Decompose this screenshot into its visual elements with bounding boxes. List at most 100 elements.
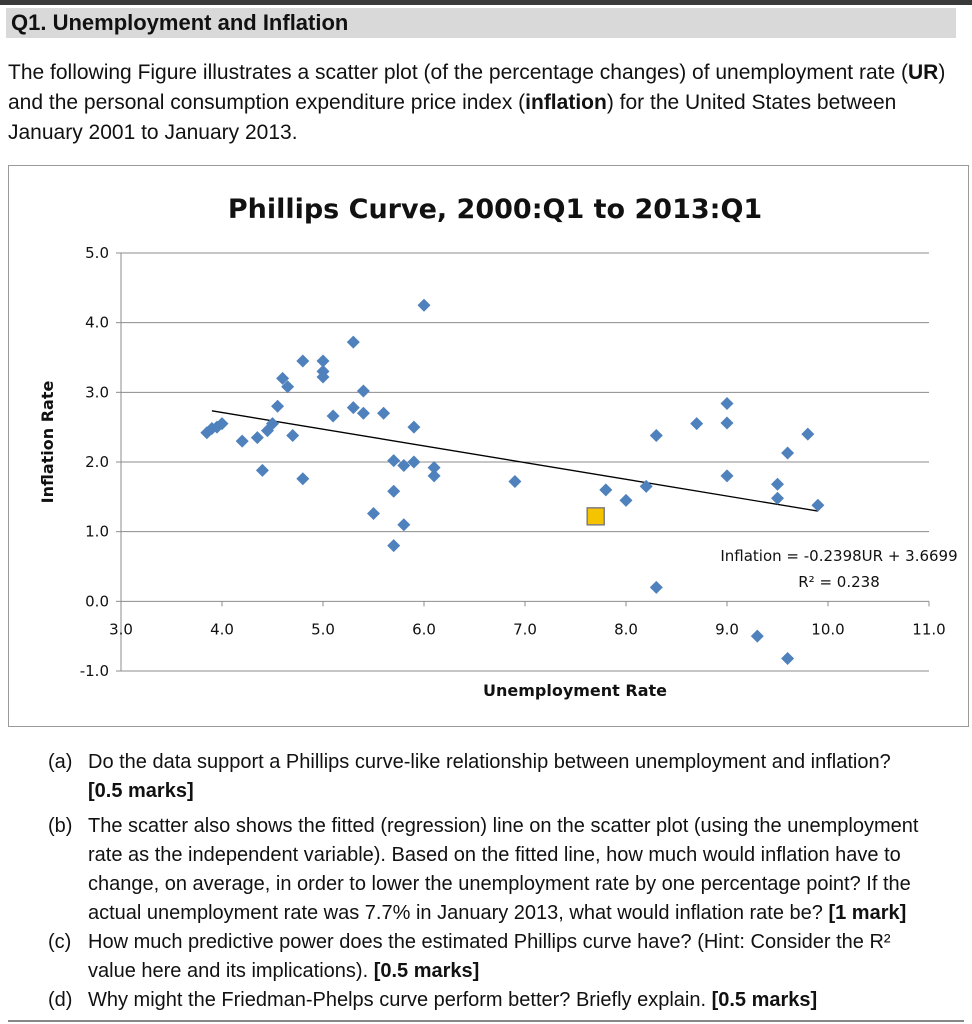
scatter-point	[720, 396, 734, 410]
scatter-point	[417, 298, 431, 312]
question-label: (d)	[48, 989, 73, 1011]
scatter-point	[316, 370, 330, 384]
ur-term: UR	[907, 61, 939, 84]
scatter-point	[427, 461, 441, 475]
regression-equation: Inflation = -0.2398UR + 3.6699	[720, 547, 957, 565]
scatter-point	[387, 539, 401, 553]
x-tick-label: 6.0	[412, 620, 436, 638]
phillips-curve-chart: Phillips Curve, 2000:Q1 to 2013:Q1 5.0 4.0…	[38, 194, 958, 700]
scatter-point	[781, 651, 795, 665]
intro-line-3: January 2001 to January 2013.	[8, 121, 298, 144]
inflation-term: inflation	[525, 91, 607, 114]
x-axis-label: Unemployment Rate	[483, 681, 667, 700]
scatter-point	[397, 518, 411, 532]
scatter-point	[356, 406, 370, 420]
scatter-point	[427, 469, 441, 483]
scatter-point	[266, 417, 279, 431]
question-item: (b) The scatter also shows the fitted (re…	[48, 812, 948, 928]
scatter-point	[296, 354, 310, 368]
scatter-point	[346, 401, 360, 415]
scatter-point	[367, 507, 380, 521]
marks-label: [0.5 marks]	[368, 960, 480, 982]
chart-title: Phillips Curve, 2000:Q1 to 2013:Q1	[228, 194, 762, 225]
intro-paragraph: The following Figure illustrates a scatt…	[8, 58, 958, 148]
scatter-point	[271, 399, 285, 413]
highlight-point	[586, 507, 605, 526]
scatter-point	[781, 446, 795, 460]
question-item: (a) Do the data support a Phillips curve-…	[48, 748, 948, 806]
marks-label: [1 mark]	[822, 902, 907, 924]
scatter-point	[619, 493, 633, 507]
scatter-point	[801, 427, 815, 441]
y-axis-label: Inflation Rate	[38, 381, 57, 504]
scatter-point	[649, 429, 663, 443]
question-label: (a)	[48, 751, 73, 773]
scatter-point	[346, 335, 360, 349]
scatter-point	[281, 380, 295, 394]
scatter-point	[356, 384, 370, 398]
scatter-point	[286, 429, 300, 443]
chart-frame: Phillips Curve, 2000:Q1 to 2013:Q1 5.0 4.0…	[8, 165, 969, 727]
scatter-point	[215, 417, 229, 431]
intro-line-1: The following Figure illustrates a scatt…	[8, 61, 946, 84]
x-tick-label: 7.0	[513, 620, 537, 638]
question-label: (c)	[48, 931, 72, 953]
question-text-line: Why might the Friedman-Phelps curve perf…	[88, 989, 818, 1011]
scatter-point	[377, 406, 391, 420]
scatter-point	[235, 434, 249, 448]
y-tick-label: 2.0	[85, 453, 109, 471]
regression-line	[211, 410, 819, 512]
scatter-point	[276, 371, 290, 385]
top-border	[0, 0, 972, 5]
scatter-point	[720, 469, 734, 483]
x-tick-label: 8.0	[614, 620, 638, 638]
question-text-line: actual unemployment rate was 7.7% in Jan…	[88, 902, 907, 924]
scatter-point	[387, 484, 401, 498]
intro-line-2: and the personal consumption expenditure…	[8, 91, 897, 114]
scatter-point	[326, 409, 340, 423]
marks-label: [0.5 marks]	[706, 989, 818, 1011]
x-tick-label: 3.0	[109, 620, 133, 638]
scatter-point	[397, 458, 411, 472]
scatter-point	[296, 472, 310, 486]
scatter-point	[316, 354, 330, 368]
question-text-line: Do the data support a Phillips curve-lik…	[88, 751, 891, 773]
question-text-line: change, on average, in order to lower th…	[88, 873, 911, 895]
scatter-point	[508, 475, 522, 489]
question-item: (c) How much predictive power does the es…	[48, 928, 948, 986]
y-tick-label: -1.0	[80, 662, 109, 680]
bottom-divider	[8, 1020, 964, 1022]
question-text-line: value here and its implications). [0.5 m…	[88, 960, 480, 982]
x-tick-label: 11.0	[912, 620, 945, 638]
r-squared-label: R² = 0.238	[798, 573, 879, 591]
x-tick-label: 4.0	[210, 620, 234, 638]
x-tick-label: 9.0	[715, 620, 739, 638]
scatter-point	[690, 417, 704, 431]
scatter-point	[639, 479, 653, 493]
scatter-point	[811, 498, 825, 512]
scatter-point	[387, 454, 401, 468]
question-text-line: The scatter also shows the fitted (regre…	[88, 815, 919, 837]
y-tick-label: 0.0	[85, 592, 109, 610]
scatter-point	[750, 629, 764, 643]
scatter-point	[599, 483, 613, 497]
scatter-point	[720, 416, 734, 430]
question-text-line: rate as the independent variable). Based…	[88, 844, 901, 866]
y-tick-label: 4.0	[85, 314, 109, 332]
y-tick-label: 3.0	[85, 383, 109, 401]
question-title: Q1. Unemployment and Inflation	[11, 10, 349, 35]
scatter-point	[771, 491, 784, 505]
x-tick-label: 10.0	[811, 620, 844, 638]
scatter-point	[250, 431, 264, 445]
scatter-point	[407, 455, 421, 469]
question-header: Q1. Unemployment and Inflation	[6, 8, 956, 38]
scatter-point	[407, 420, 421, 434]
question-item: (d) Why might the Friedman-Phelps curve p…	[48, 986, 948, 1015]
scatter-point	[255, 463, 269, 477]
y-tick-label: 5.0	[85, 244, 109, 262]
scatter-point	[771, 477, 784, 491]
marks-label: [0.5 marks]	[88, 780, 194, 802]
x-tick-label: 5.0	[311, 620, 335, 638]
scatter-point	[649, 580, 663, 594]
question-text-line: How much predictive power does the estim…	[88, 931, 891, 953]
